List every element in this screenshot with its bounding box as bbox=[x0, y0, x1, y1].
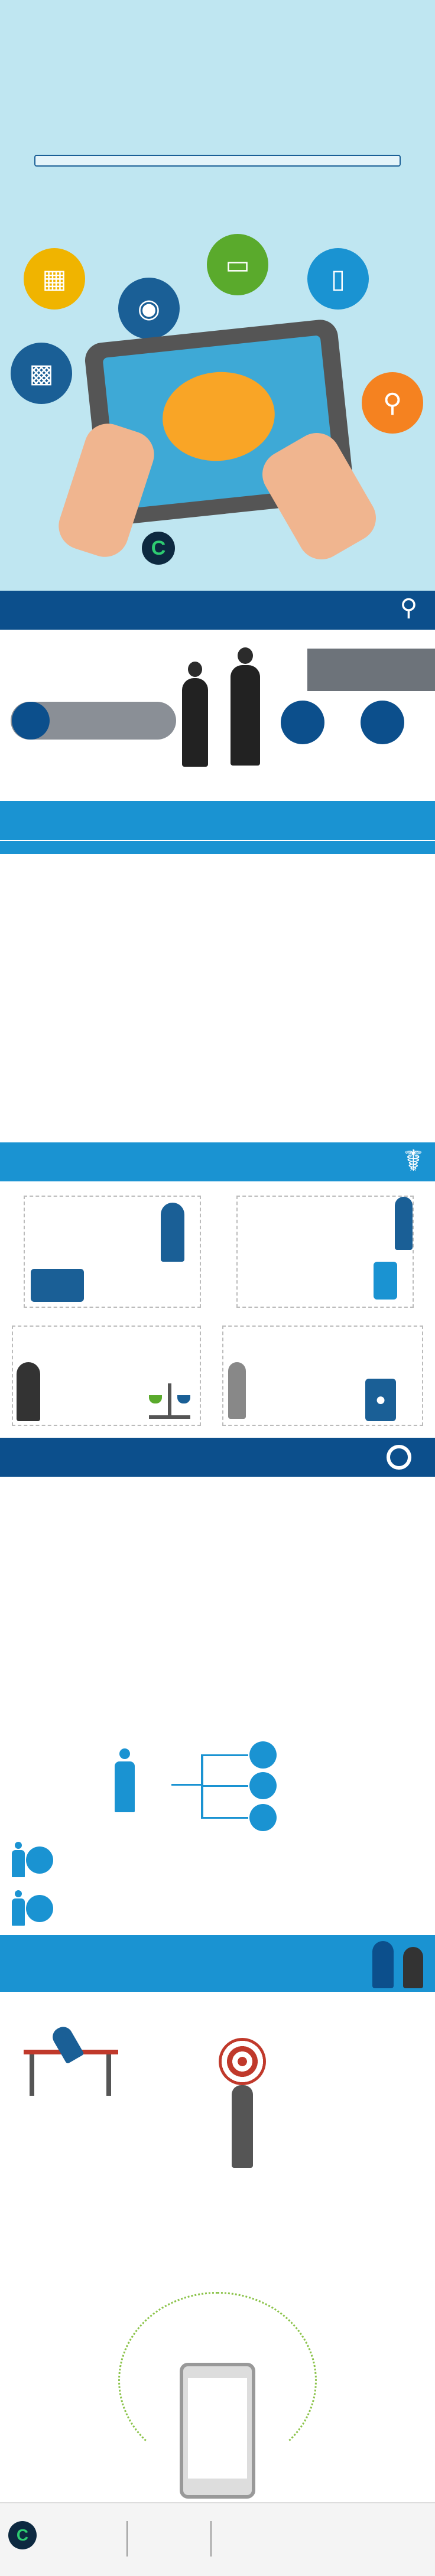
hand-phone-icon bbox=[374, 1262, 397, 1300]
ardent-branch-1 bbox=[201, 1754, 248, 1756]
liberal-person-icon bbox=[12, 1842, 25, 1877]
wallet-icon: ▭ bbox=[207, 234, 268, 295]
lock-phone-icon: ● bbox=[365, 1379, 396, 1421]
footer-cognizant-logo: C bbox=[8, 2521, 41, 2549]
liberal-percent bbox=[26, 1846, 53, 1874]
card-aspiring-bloomers bbox=[24, 1196, 201, 1308]
header-section: ▦ ◉ ▭ ▯ ▩ ⚲ C bbox=[0, 0, 435, 591]
businessman-illustration bbox=[225, 647, 266, 766]
footer-divider bbox=[126, 2521, 128, 2557]
footer: C bbox=[0, 2502, 435, 2576]
smartphone-icon bbox=[180, 2363, 255, 2499]
sweet-spots-banner bbox=[0, 1438, 435, 1477]
money-bag-icon: ◉ bbox=[118, 278, 180, 339]
piggy-bank-icon bbox=[158, 366, 280, 467]
mobile-icon: ▯ bbox=[307, 248, 369, 310]
target-icon bbox=[387, 1445, 411, 1470]
young-man-illustration bbox=[161, 1203, 184, 1262]
numbers-banner bbox=[0, 801, 435, 840]
reason-24h-percent bbox=[281, 701, 324, 744]
reason-portability-percent bbox=[361, 701, 404, 744]
card-ardent-affluents bbox=[236, 1196, 414, 1308]
calculator-icon: ▦ bbox=[24, 248, 85, 310]
worried-man-illustration bbox=[372, 1941, 394, 1988]
concerns-banner bbox=[0, 1935, 435, 1992]
tennis-player-icon: ☤ bbox=[403, 1144, 423, 1177]
intro-box bbox=[34, 155, 401, 167]
ardent-connector bbox=[171, 1784, 201, 1786]
cautious-person-icon bbox=[12, 1890, 25, 1926]
footer-cognizant-mark-icon: C bbox=[8, 2521, 37, 2549]
balance-scale-icon bbox=[149, 1383, 190, 1419]
laptop-icon bbox=[31, 1269, 84, 1302]
ardent-investments-percent bbox=[249, 1741, 277, 1769]
magnifier-icon: ⚲ bbox=[400, 595, 417, 621]
reasons-title bbox=[307, 649, 435, 691]
ardent-branch-2 bbox=[201, 1785, 248, 1787]
cognizant-logo: C bbox=[142, 532, 181, 565]
man-with-tablet-illustration bbox=[17, 1362, 40, 1421]
ardent-games-percent bbox=[249, 1804, 277, 1831]
worried-man-2-illustration bbox=[403, 1947, 423, 1988]
adoption-percent bbox=[12, 702, 50, 740]
man-holding-target-illustration bbox=[232, 2085, 253, 2168]
ardent-pfm-percent bbox=[249, 1772, 277, 1799]
magnifier-icon: ⚲ bbox=[362, 372, 423, 434]
ardent-branch-3 bbox=[201, 1817, 248, 1819]
improve-arc bbox=[118, 2292, 317, 2469]
senior-woman-illustration bbox=[228, 1362, 246, 1419]
reality-check-banner: ⚲ bbox=[0, 591, 435, 630]
numbers-subtitle bbox=[0, 841, 435, 854]
ardent-person-icon bbox=[112, 1748, 136, 1813]
footer-divider-2 bbox=[210, 2521, 212, 2557]
businesswoman-illustration bbox=[177, 662, 213, 768]
card-cautious-seniors: ● bbox=[222, 1326, 423, 1426]
strokes-banner: ☤ bbox=[0, 1142, 435, 1181]
cognizant-logo-mark-icon: C bbox=[142, 532, 175, 565]
bar-chart-icon: ▩ bbox=[11, 343, 72, 404]
young-woman-illustration bbox=[395, 1197, 413, 1250]
card-liberal-users bbox=[12, 1326, 201, 1426]
target-icon bbox=[219, 2038, 266, 2085]
cautious-percent bbox=[26, 1895, 53, 1922]
